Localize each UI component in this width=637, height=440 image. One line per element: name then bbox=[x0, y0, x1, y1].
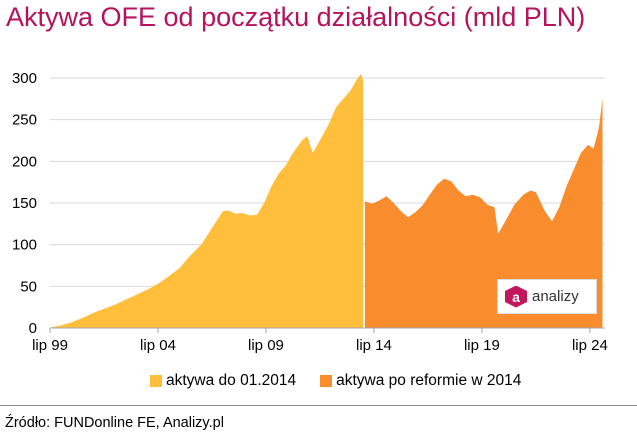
legend-item-before-reform: aktywa do 01.2014 bbox=[150, 372, 296, 390]
x-tick-label-2014-07: lip 14 bbox=[356, 337, 392, 354]
legend-swatch-after-reform bbox=[320, 375, 333, 387]
source-note: Źródło: FUNDonline FE, Analizy.pl bbox=[5, 415, 224, 431]
legend: aktywa do 01.2014 aktywa po reformie w 2… bbox=[150, 372, 545, 390]
y-tick-label-300: 300 bbox=[12, 70, 37, 87]
y-tick-label-150: 150 bbox=[12, 195, 37, 212]
x-tick-label-1999-07: lip 99 bbox=[32, 337, 68, 354]
axes bbox=[49, 327, 605, 333]
y-tick-label-0: 0 bbox=[29, 320, 37, 337]
analizy-logo-icon: a bbox=[505, 285, 527, 308]
x-tick-label-2019-07: lip 19 bbox=[464, 337, 500, 354]
analizy-logo-text: analizy bbox=[532, 288, 579, 305]
x-tick-label-2024-07: lip 24 bbox=[572, 337, 608, 354]
area-after-reform bbox=[364, 98, 603, 328]
x-tick-label-2004-07: lip 04 bbox=[140, 337, 176, 354]
y-tick-label-100: 100 bbox=[12, 237, 37, 254]
analizy-logo: a analizy bbox=[497, 279, 597, 314]
x-tick-labels: lip 99 lip 04 lip 09 lip 14 lip 19 lip 24 bbox=[32, 337, 608, 354]
y-tick-labels: 0 50 100 150 200 250 300 bbox=[12, 70, 37, 337]
legend-swatch-before-reform bbox=[150, 375, 162, 387]
y-tick-label-250: 250 bbox=[12, 112, 37, 129]
y-tick-label-50: 50 bbox=[20, 278, 37, 295]
legend-label-before-reform: aktywa do 01.2014 bbox=[166, 372, 297, 389]
area-series bbox=[48, 73, 603, 328]
x-tick-label-2009-07: lip 09 bbox=[248, 337, 284, 354]
y-tick-label-200: 200 bbox=[12, 153, 37, 170]
legend-label-after-reform: aktywa po reformie w 2014 bbox=[336, 372, 522, 389]
legend-item-after-reform: aktywa po reformie w 2014 bbox=[320, 372, 521, 390]
area-before-reform bbox=[48, 73, 364, 328]
source-divider bbox=[0, 405, 637, 406]
chart-title: Aktywa OFE od początku działalności (mld… bbox=[6, 2, 586, 32]
